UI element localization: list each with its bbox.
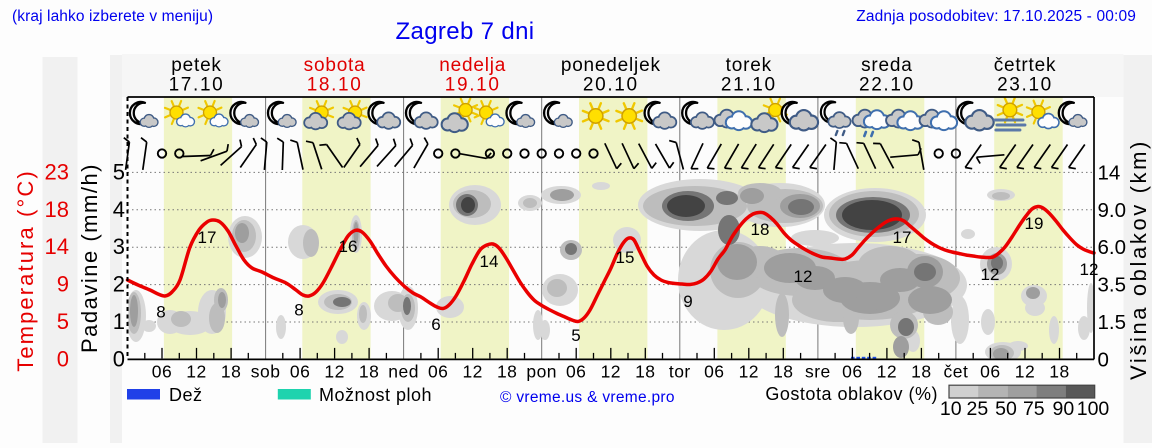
svg-text:5: 5 [571,326,580,345]
svg-text:Padavine (mm/h): Padavine (mm/h) [77,163,102,353]
svg-text:9: 9 [57,272,69,297]
svg-text:četrtek: četrtek [994,55,1057,76]
svg-text:12: 12 [462,362,482,382]
svg-text:sobota: sobota [304,55,366,76]
svg-text:12: 12 [794,267,813,286]
svg-text:Možnost ploh: Možnost ploh [319,385,432,405]
svg-text:23: 23 [45,159,69,184]
svg-text:17.10: 17.10 [169,75,225,96]
svg-text:21.10: 21.10 [721,75,777,96]
svg-text:sob: sob [251,362,281,382]
svg-text:18.10: 18.10 [307,75,363,96]
svg-text:torek: torek [726,55,772,76]
svg-text:8: 8 [294,301,303,320]
svg-text:ponedeljek: ponedeljek [561,55,661,76]
svg-text:18: 18 [751,220,770,239]
svg-text:16: 16 [339,237,358,256]
svg-text:Višina oblakov (km): Višina oblakov (km) [1126,139,1151,380]
svg-text:3: 3 [113,234,125,259]
svg-text:19: 19 [1025,214,1044,233]
svg-text:sre: sre [805,362,831,382]
svg-text:1.5: 1.5 [1098,311,1127,334]
svg-text:Gostota oblakov (%): Gostota oblakov (%) [765,384,938,404]
svg-text:10: 10 [940,398,962,420]
svg-text:18: 18 [359,362,379,382]
svg-text:18: 18 [45,197,69,222]
svg-text:12: 12 [1080,260,1099,279]
svg-text:15: 15 [616,248,635,267]
svg-text:18: 18 [497,362,517,382]
svg-text:6: 6 [431,315,440,334]
svg-text:9: 9 [683,292,692,311]
svg-text:18: 18 [911,362,931,382]
svg-text:23.10: 23.10 [997,75,1053,96]
svg-text:petek: petek [171,55,221,76]
svg-text:3.5: 3.5 [1098,274,1127,297]
svg-text:22.10: 22.10 [859,75,915,96]
svg-text:50: 50 [995,398,1017,420]
svg-text:2: 2 [113,272,125,297]
svg-text:20.10: 20.10 [583,75,639,96]
svg-text:ned: ned [388,362,419,382]
svg-text:Temperatura (°C): Temperatura (°C) [13,169,38,372]
svg-text:18: 18 [773,362,793,382]
svg-text:12: 12 [877,362,897,382]
svg-text:18: 18 [635,362,655,382]
svg-text:06: 06 [290,362,310,382]
svg-text:sreda: sreda [861,55,913,76]
svg-text:75: 75 [1023,398,1045,420]
svg-text:14: 14 [480,252,499,271]
svg-text:(kraj lahko izberete v meniju): (kraj lahko izberete v meniju) [12,8,213,25]
svg-text:14: 14 [1098,161,1121,184]
svg-text:12: 12 [981,265,1000,284]
svg-text:100: 100 [1077,398,1110,420]
svg-text:12: 12 [739,362,759,382]
svg-text:Dež: Dež [169,385,203,405]
svg-text:19.10: 19.10 [445,75,501,96]
svg-text:12: 12 [601,362,621,382]
svg-text:06: 06 [980,362,1000,382]
svg-text:Zagreb 7 dni: Zagreb 7 dni [396,18,535,45]
svg-text:12: 12 [1015,362,1035,382]
svg-text:18: 18 [1049,362,1069,382]
svg-text:17: 17 [198,228,217,247]
svg-text:4: 4 [113,197,125,222]
svg-text:0: 0 [113,346,125,371]
svg-text:0: 0 [1098,348,1109,371]
svg-text:06: 06 [704,362,724,382]
svg-text:06: 06 [428,362,448,382]
svg-text:tor: tor [669,362,691,382]
svg-text:14: 14 [45,234,69,259]
svg-text:06: 06 [152,362,172,382]
svg-text:12: 12 [324,362,344,382]
svg-text:8: 8 [156,303,165,322]
svg-text:5: 5 [57,309,69,334]
svg-text:25: 25 [967,398,989,420]
svg-text:12: 12 [186,362,206,382]
svg-text:čet: čet [943,362,968,382]
svg-text:17: 17 [893,228,912,247]
svg-text:9.0: 9.0 [1098,199,1127,222]
svg-text:90: 90 [1053,398,1075,420]
svg-text:06: 06 [842,362,862,382]
svg-text:Zadnja posodobitev: 17.10.2025: Zadnja posodobitev: 17.10.2025 - 00:09 [856,8,1136,25]
svg-text:06: 06 [566,362,586,382]
svg-text:1: 1 [113,309,125,334]
svg-text:18: 18 [221,362,241,382]
svg-text:6.0: 6.0 [1098,236,1127,259]
svg-text:© vreme.us & vreme.pro: © vreme.us & vreme.pro [500,389,675,406]
svg-text:pon: pon [526,362,557,382]
svg-text:0: 0 [57,346,69,371]
svg-text:nedelja: nedelja [439,55,506,76]
svg-text:5: 5 [113,159,125,184]
